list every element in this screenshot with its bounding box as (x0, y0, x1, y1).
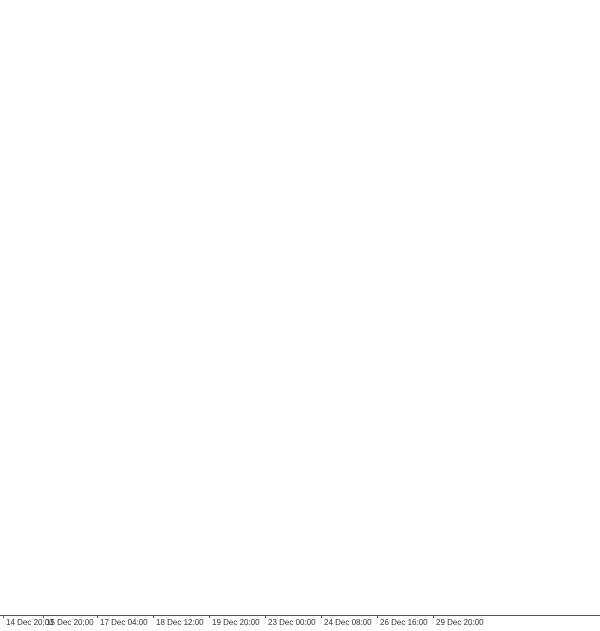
time-axis: 14 Dec 20:00 15 Dec 20:00 17 Dec 04:00 18 D… (0, 615, 600, 631)
time-axis-label: 18 Dec 12:00 (153, 615, 204, 627)
time-axis-label: 26 Dec 16:00 (377, 615, 428, 627)
time-axis-label: 19 Dec 20:00 (209, 615, 260, 627)
time-axis-label: 15 Dec 20:00 (43, 615, 94, 627)
time-axis-label: 17 Dec 04:00 (97, 615, 148, 627)
time-axis-label: 29 Dec 20:00 (433, 615, 484, 627)
time-axis-label: 24 Dec 08:00 (321, 615, 372, 627)
time-axis-label: 23 Dec 00:00 (265, 615, 316, 627)
time-axis-label: 14 Dec 20:00 (3, 615, 54, 627)
